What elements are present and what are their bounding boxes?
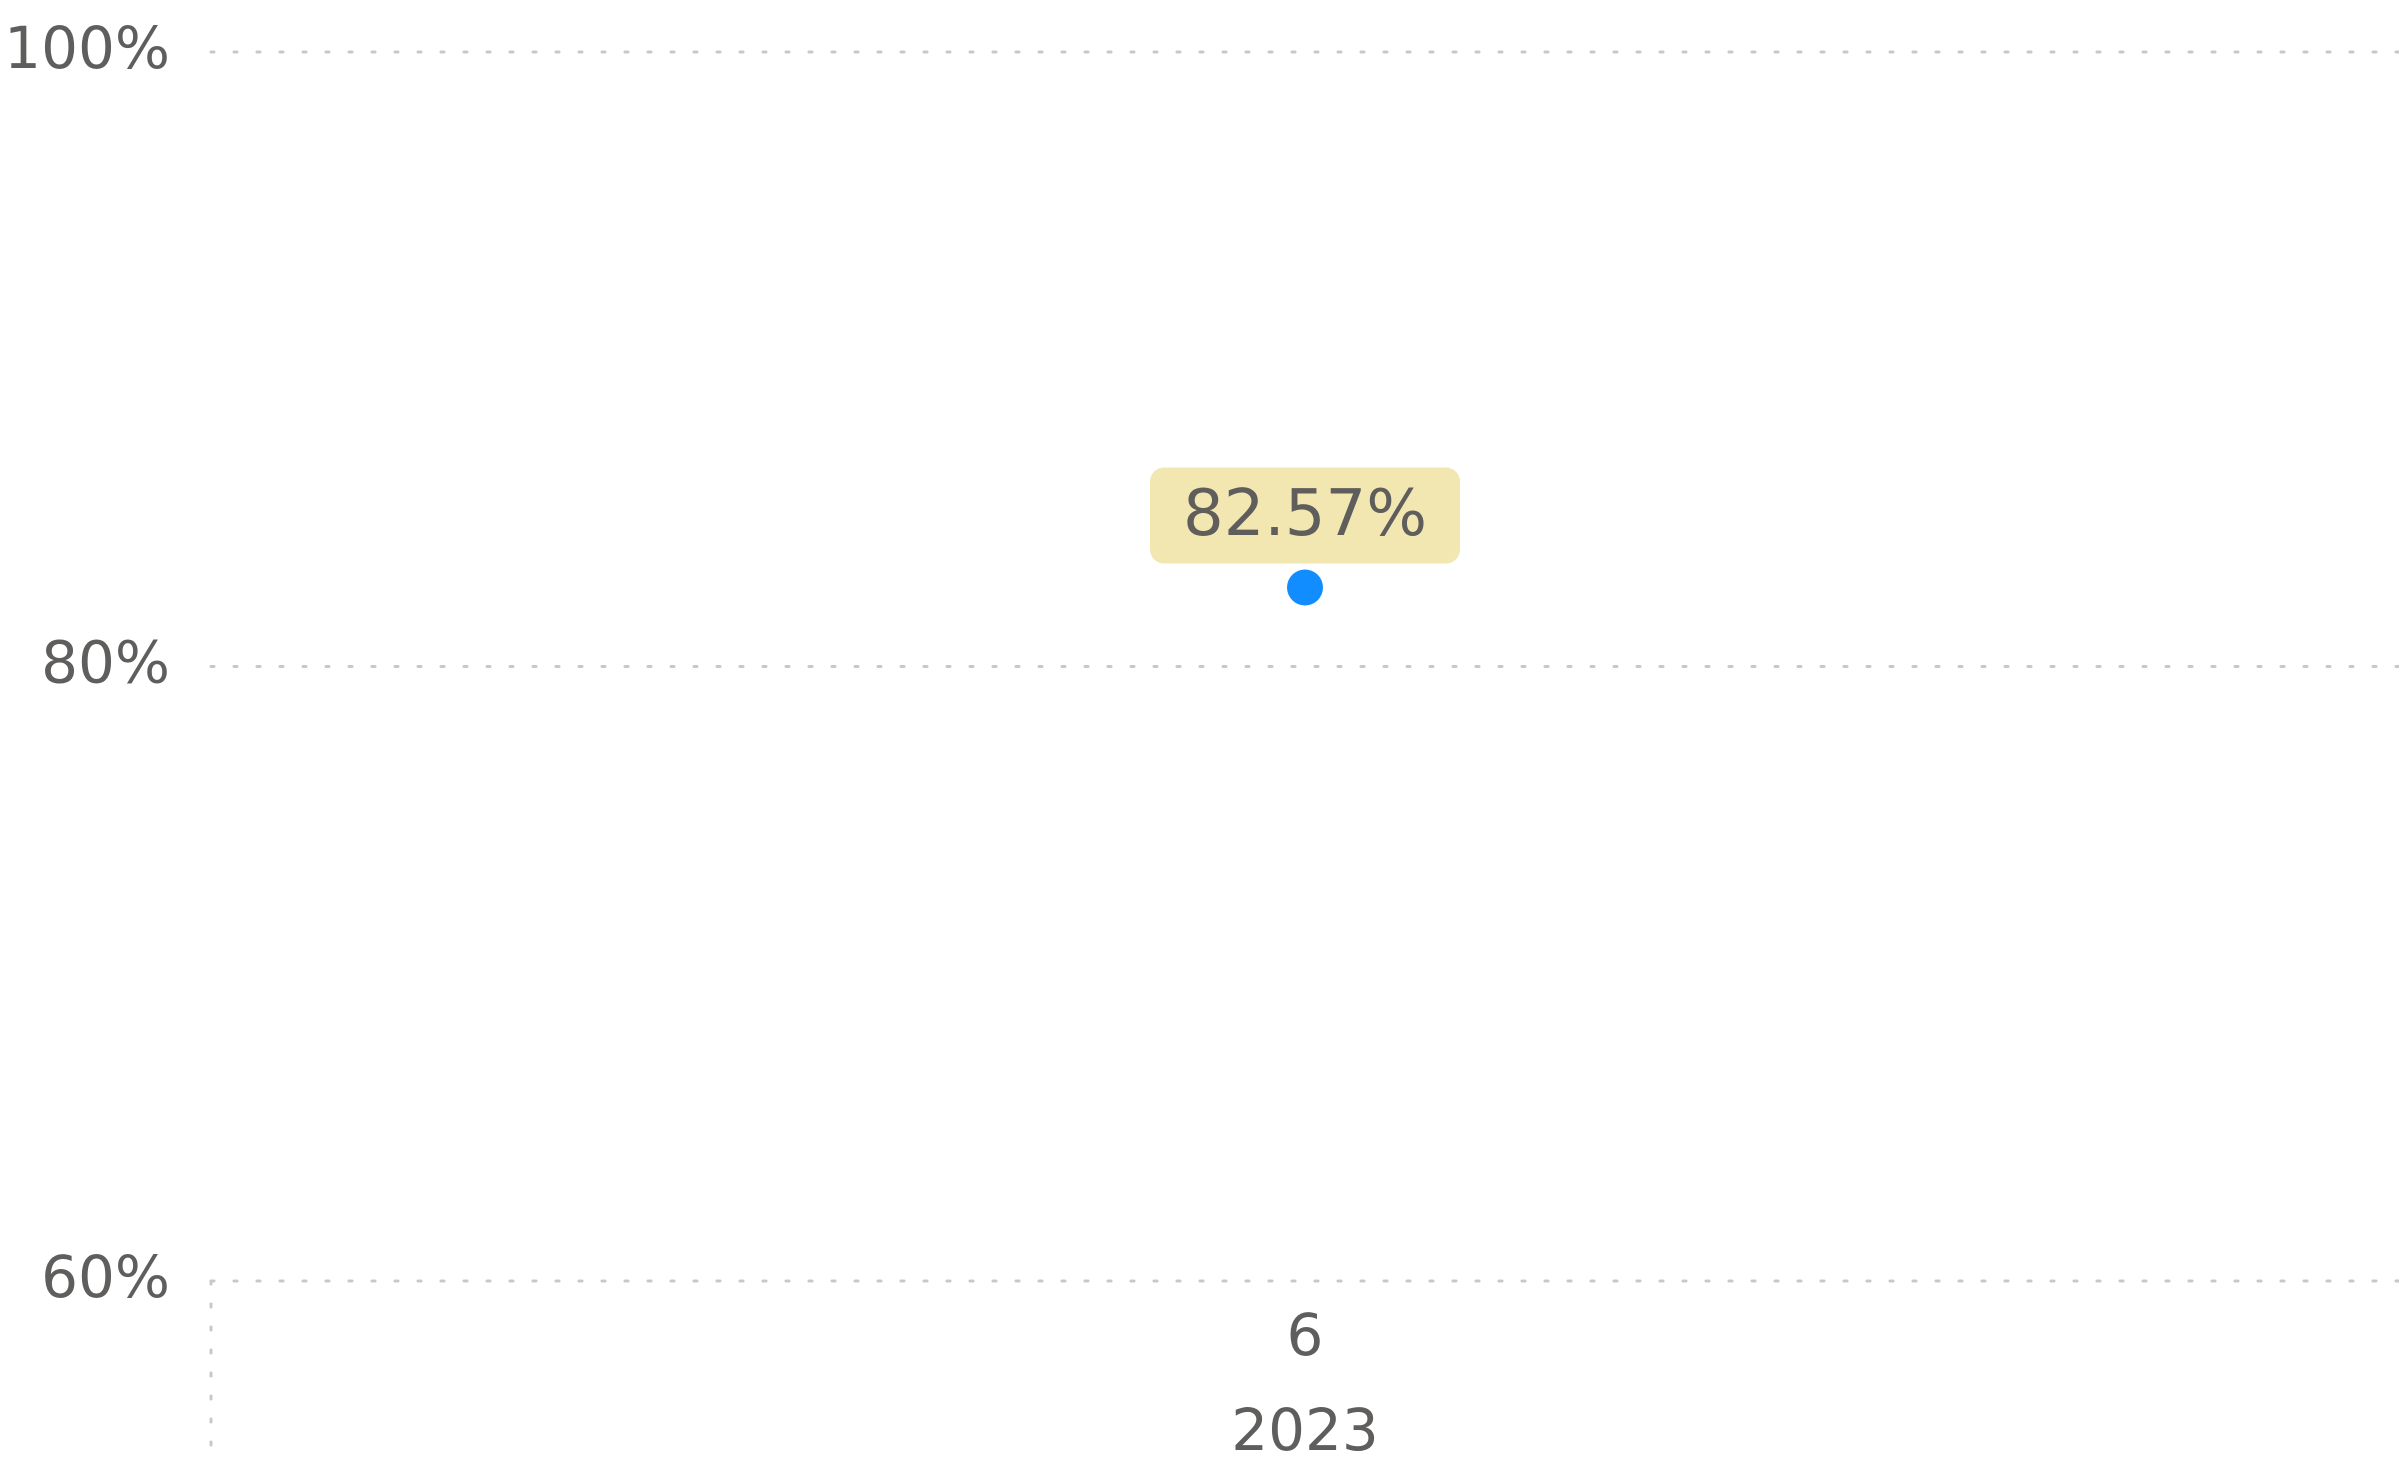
value-label: 82.57% xyxy=(1183,477,1427,551)
y-tick-label: 60% xyxy=(41,1243,170,1311)
y-tick-label: 100% xyxy=(4,14,170,82)
x-group-label: 2023 xyxy=(1231,1396,1379,1458)
value-label-box xyxy=(1150,467,1460,564)
data-point xyxy=(1287,569,1323,606)
y-tick-label: 80% xyxy=(41,629,170,697)
x-tick-label: 6 xyxy=(1287,1301,1324,1369)
